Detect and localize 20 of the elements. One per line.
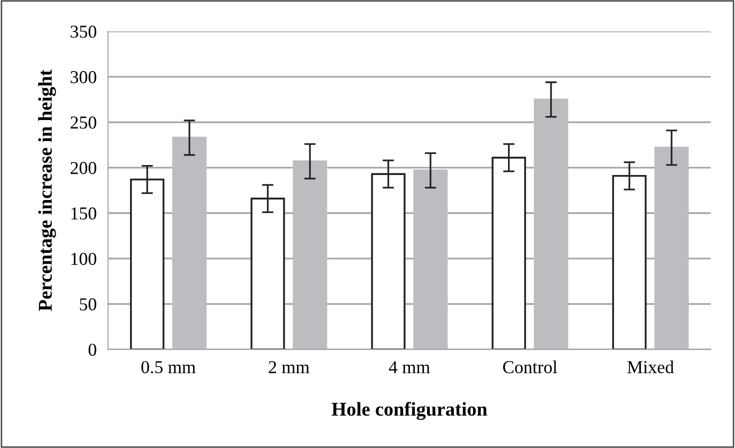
bar xyxy=(654,146,689,350)
x-tick-label: Mixed xyxy=(627,360,674,374)
y-tick-label: 300 xyxy=(70,71,96,84)
y-tick-label: 200 xyxy=(70,162,96,174)
x-tick-label: 2 mm xyxy=(268,361,310,374)
y-axis-title: Percentage increase in height xyxy=(38,70,56,311)
y-tick-label: 250 xyxy=(70,116,96,129)
bar xyxy=(413,170,448,350)
y-tick-label: 150 xyxy=(71,207,96,220)
y-tick-label: 50 xyxy=(80,298,96,310)
bar xyxy=(534,98,568,350)
y-tick-label: 100 xyxy=(71,252,96,265)
x-tick-label: Control xyxy=(503,360,558,374)
y-tick-label: 350 xyxy=(70,26,96,38)
x-axis-title: Hole configuration xyxy=(332,402,488,420)
x-tick-label: 4 mm xyxy=(388,361,430,374)
bar xyxy=(292,160,328,350)
y-tick-label: 0 xyxy=(88,344,96,356)
x-tick-label: 0.5 mm xyxy=(141,361,196,374)
bar xyxy=(172,136,207,350)
